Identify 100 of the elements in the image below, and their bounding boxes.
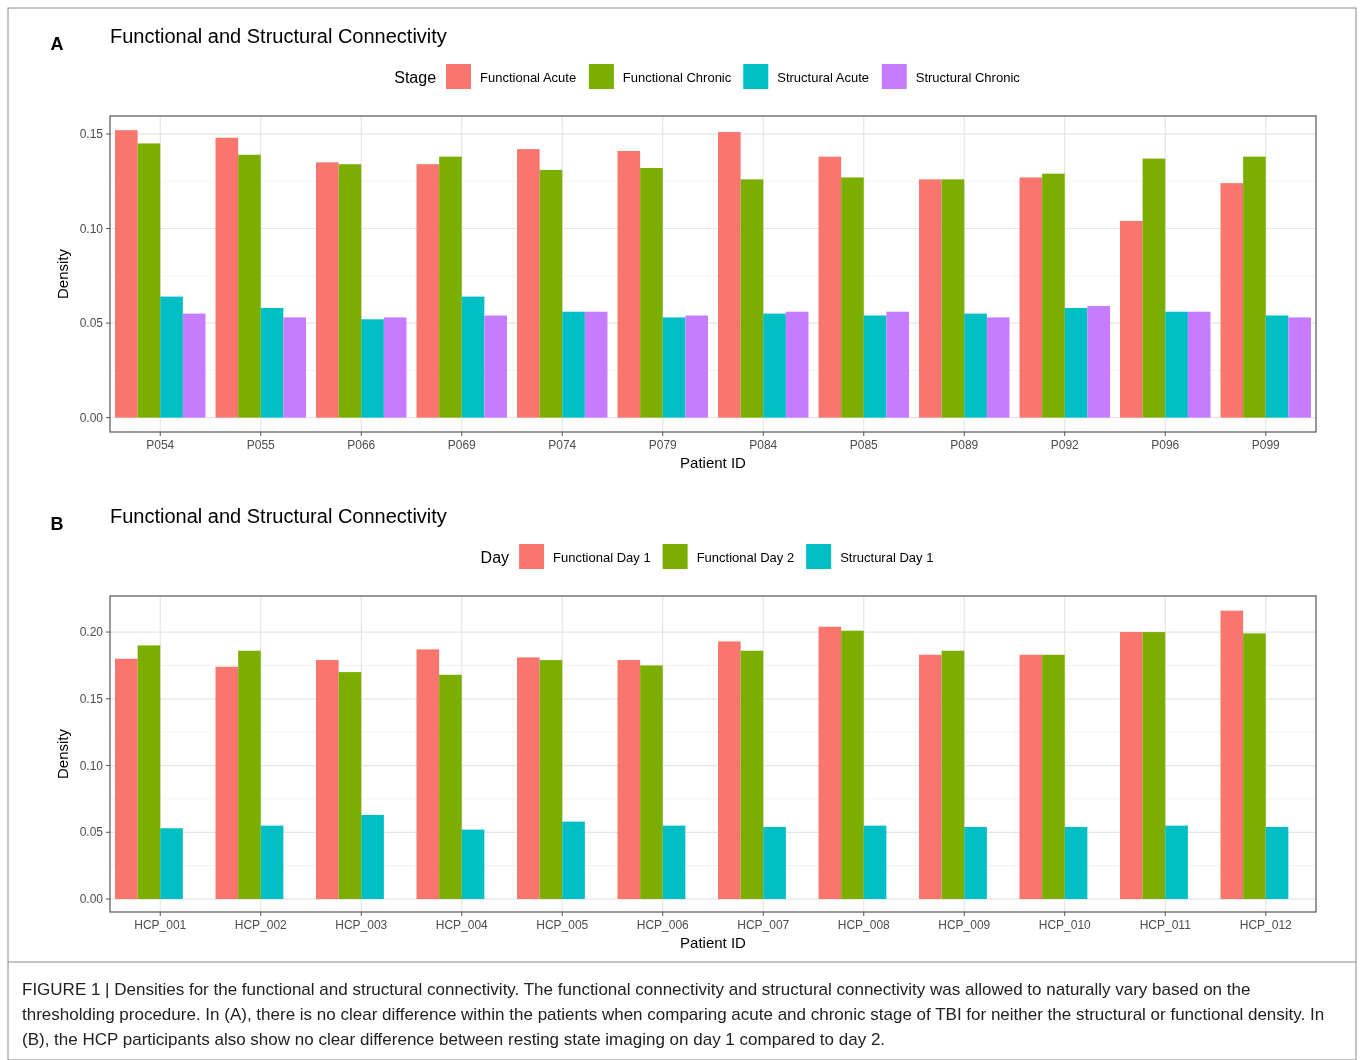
bar <box>841 630 864 900</box>
bar <box>1243 633 1266 900</box>
x-tick-label: HCP_007 <box>737 918 790 932</box>
bar <box>160 296 183 418</box>
bar <box>617 150 641 418</box>
bar <box>1142 632 1166 900</box>
x-axis-title: Patient ID <box>680 934 747 951</box>
legend-label: Functional Day 1 <box>553 550 651 565</box>
x-tick-label: P099 <box>1251 438 1281 452</box>
bar <box>1220 183 1244 418</box>
bar <box>539 169 563 418</box>
bar <box>662 317 686 418</box>
bar <box>484 315 507 418</box>
bar <box>740 650 764 900</box>
bar <box>115 130 138 418</box>
text: A <box>50 34 64 54</box>
bar <box>986 317 1010 418</box>
bar <box>685 315 708 418</box>
chart-title: Functional and Structural Connectivity <box>110 505 447 527</box>
bar <box>1120 632 1143 900</box>
y-tick-label: 0.05 <box>79 316 104 331</box>
bar <box>964 826 987 900</box>
bar <box>1265 315 1289 418</box>
bar <box>785 311 809 418</box>
x-tick-label: HCP_001 <box>134 918 187 932</box>
bar <box>1165 825 1188 900</box>
x-tick-label: P055 <box>246 438 276 452</box>
legend-title: Stage <box>394 69 437 86</box>
x-tick-label: HCP_004 <box>435 918 489 932</box>
x-tick-label: P084 <box>749 438 778 452</box>
bar <box>338 164 362 418</box>
bar <box>260 307 284 418</box>
bar <box>215 137 239 418</box>
bar <box>841 177 864 418</box>
x-tick-label: HCP_008 <box>837 918 891 932</box>
x-tick-label: HCP_006 <box>636 918 690 932</box>
bar <box>818 156 842 418</box>
bar <box>763 826 786 900</box>
bar <box>439 156 462 418</box>
bar <box>562 821 585 900</box>
legend-title: Day <box>480 549 510 566</box>
bar <box>964 313 987 418</box>
bar <box>763 313 786 418</box>
bar <box>617 660 641 900</box>
bar <box>1019 654 1043 900</box>
bar <box>1120 220 1143 418</box>
bar <box>160 828 183 900</box>
bar <box>740 179 764 418</box>
y-tick-label: 0.00 <box>79 410 104 425</box>
bar <box>718 641 741 900</box>
bar <box>1220 610 1244 900</box>
y-tick-label: 0.20 <box>79 625 104 640</box>
legend-label: Functional Day 2 <box>696 550 795 565</box>
chart-title: Functional and Structural Connectivity <box>110 25 447 47</box>
x-tick-label: P085 <box>849 438 879 452</box>
bar <box>383 317 407 418</box>
bar <box>562 311 585 418</box>
legend-label: Structural Day 1 <box>840 550 934 565</box>
bar <box>361 319 384 418</box>
bar <box>1243 156 1266 418</box>
bar <box>238 650 261 900</box>
bar <box>1288 317 1311 418</box>
x-tick-label: HCP_005 <box>536 918 589 932</box>
bar <box>137 645 161 900</box>
bar <box>941 179 965 418</box>
bar <box>115 658 138 900</box>
bar <box>517 149 540 418</box>
y-tick-label: 0.15 <box>79 127 104 142</box>
bar <box>584 311 608 418</box>
bar <box>919 654 942 900</box>
bar <box>1042 654 1065 900</box>
bar <box>1064 307 1088 418</box>
bar <box>919 179 942 418</box>
legend-label: Functional Acute <box>480 70 577 85</box>
bar <box>517 657 540 900</box>
bar <box>1019 177 1043 418</box>
x-tick-label: P066 <box>347 438 376 452</box>
x-axis-title: Patient ID <box>680 454 747 471</box>
bar <box>718 132 741 418</box>
x-tick-label: HCP_010 <box>1038 918 1092 932</box>
x-tick-label: P079 <box>648 438 678 452</box>
y-tick-label: 0.05 <box>79 825 104 840</box>
bar <box>1265 826 1289 900</box>
bar <box>640 665 663 900</box>
legend-label: Functional Chronic <box>622 70 732 85</box>
y-axis-title: Density <box>54 728 71 780</box>
x-tick-label: HCP_011 <box>1139 918 1192 932</box>
bar <box>316 162 339 418</box>
bar <box>941 650 965 900</box>
bar <box>539 660 563 900</box>
y-tick-label: 0.00 <box>79 892 104 907</box>
bar <box>461 829 485 900</box>
y-tick-label: 0.10 <box>79 221 104 236</box>
bar <box>416 164 440 418</box>
bar <box>283 317 306 418</box>
y-tick-label: 0.10 <box>79 758 104 773</box>
x-tick-label: P074 <box>548 438 577 452</box>
x-tick-label: HCP_012 <box>1239 918 1293 932</box>
legend-label: Structural Chronic <box>915 70 1021 85</box>
bar <box>1087 306 1110 418</box>
